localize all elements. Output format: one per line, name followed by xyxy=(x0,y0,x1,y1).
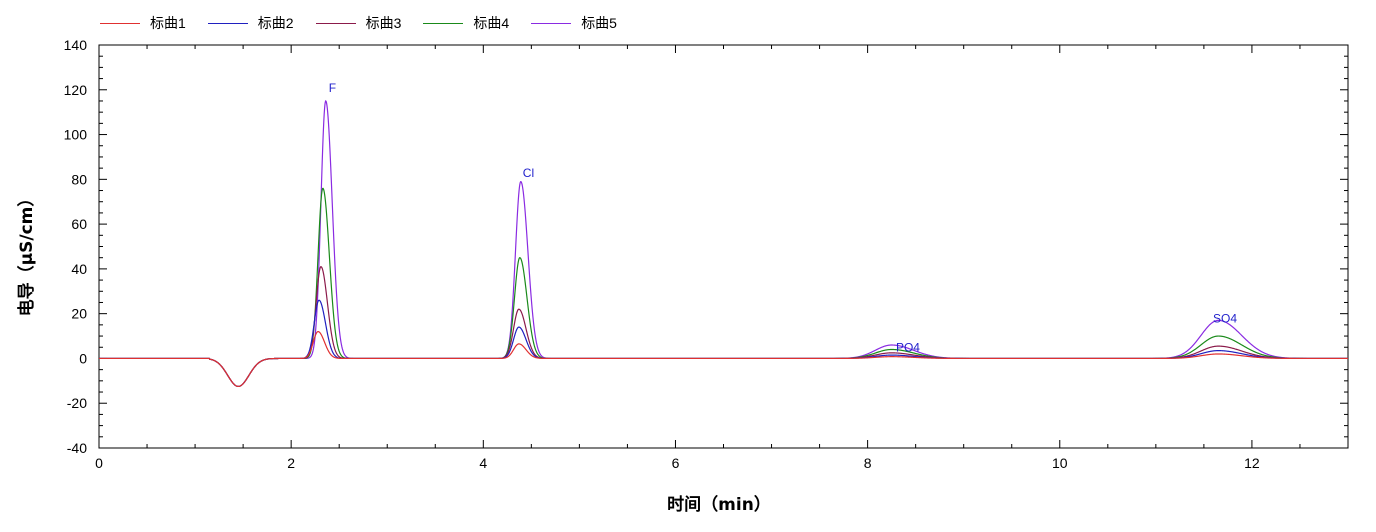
series-lines xyxy=(99,99,1348,388)
peak-label: F xyxy=(329,81,336,95)
y-tick-label: 20 xyxy=(71,306,87,322)
x-tick-label: 6 xyxy=(672,455,680,471)
y-tick-label: 100 xyxy=(64,127,88,143)
legend-label: 标曲5 xyxy=(581,15,617,31)
legend-swatch xyxy=(531,22,572,24)
axis-tick-labels: 0 2 4 6 8 10 12 -40 -20 0 20 40 60 80 100 120 140 xyxy=(64,37,1260,471)
peak-label: SO4 xyxy=(1213,312,1237,326)
x-axis-title: 时间（min） xyxy=(667,494,771,515)
y-axis-title: 电导（µS/cm） xyxy=(16,190,37,317)
peak-label: Cl xyxy=(523,166,534,180)
plot-area xyxy=(98,44,1349,449)
peak-labels: F Cl PO4 SO4 xyxy=(329,81,1238,355)
x-tick-label: 8 xyxy=(864,455,872,471)
legend-item: 标曲5 xyxy=(531,13,617,33)
x-tick-label: 10 xyxy=(1052,455,1068,471)
y-tick-label: -20 xyxy=(67,395,87,411)
legend-swatch xyxy=(100,22,140,24)
legend-label: 标曲3 xyxy=(365,15,402,31)
x-tick-label: 12 xyxy=(1244,455,1260,471)
legend-swatch xyxy=(315,22,356,24)
y-tick-label: -40 xyxy=(67,440,87,456)
legend-swatch xyxy=(423,22,464,24)
legend-label: 标曲1 xyxy=(150,15,186,31)
x-tick-label: 2 xyxy=(287,455,295,471)
axis-ticks xyxy=(98,44,1349,449)
legend-label: 标曲2 xyxy=(257,15,294,31)
y-tick-label: 140 xyxy=(64,37,88,53)
y-tick-label: 40 xyxy=(71,261,87,277)
x-tick-label: 0 xyxy=(95,455,103,471)
legend-swatch xyxy=(207,22,248,24)
series-line-1 xyxy=(99,330,1348,388)
legend: 标曲1 标曲2 标曲3 标曲4 标曲5 xyxy=(100,12,639,34)
y-tick-label: 0 xyxy=(79,350,87,366)
x-tick-label: 4 xyxy=(479,455,487,471)
legend-item: 标曲2 xyxy=(207,13,294,33)
legend-label: 标曲4 xyxy=(473,15,510,31)
y-tick-label: 60 xyxy=(71,216,87,232)
legend-item: 标曲3 xyxy=(315,13,402,33)
y-tick-label: 80 xyxy=(71,171,87,187)
peak-label: PO4 xyxy=(896,341,920,355)
legend-item: 标曲4 xyxy=(423,13,509,33)
y-tick-label: 120 xyxy=(64,82,88,98)
legend-item: 标曲1 xyxy=(100,13,186,33)
